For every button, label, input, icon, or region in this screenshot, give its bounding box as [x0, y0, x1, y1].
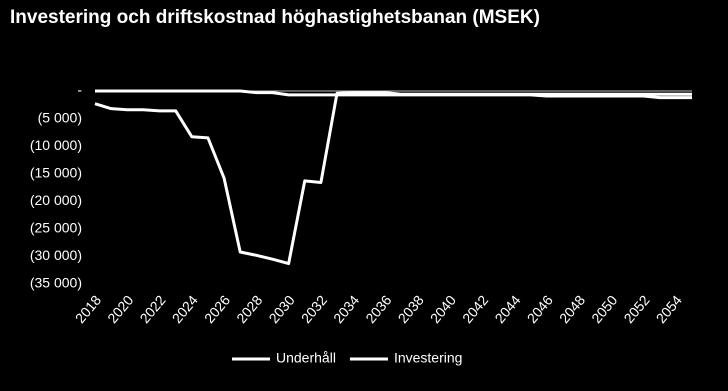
- x-tick-label: 2032: [298, 292, 330, 326]
- x-tick-label: 2026: [201, 292, 233, 326]
- x-tick-label: 2044: [491, 292, 523, 326]
- y-tick-label: (10 000): [30, 137, 82, 153]
- legend-label: Underhåll: [276, 350, 336, 366]
- x-tick-label: 2036: [362, 292, 394, 326]
- x-tick-label: 2054: [653, 292, 685, 326]
- x-tick-label: 2028: [233, 292, 265, 326]
- y-tick-label: (30 000): [30, 247, 82, 263]
- y-tick-label: (25 000): [30, 220, 82, 236]
- x-tick-label: 2024: [169, 292, 201, 326]
- y-tick-label: (35 000): [30, 275, 82, 291]
- x-tick-label: 2022: [136, 292, 168, 326]
- series-line: [94, 91, 692, 266]
- y-tick-label: (15 000): [30, 164, 82, 180]
- x-tick-label: 2018: [72, 292, 104, 326]
- x-tick-label: 2050: [588, 292, 620, 326]
- chart-title: Investering och driftskostnad höghastigh…: [10, 7, 540, 28]
- x-tick-label: 2040: [427, 292, 459, 326]
- x-tick-label: 2042: [459, 292, 491, 326]
- x-tick-label: 2048: [556, 292, 588, 326]
- y-tick-label: -: [77, 82, 82, 98]
- legend-label: Investering: [394, 350, 462, 366]
- x-tick-label: 2034: [330, 292, 362, 326]
- x-tick-label: 2038: [395, 292, 427, 326]
- y-tick-label: (20 000): [30, 192, 82, 208]
- x-tick-label: 2030: [265, 292, 297, 326]
- y-tick-label: (5 000): [38, 109, 82, 125]
- x-tick-label: 2052: [620, 292, 652, 326]
- x-tick-label: 2020: [104, 292, 136, 326]
- x-tick-label: 2046: [524, 292, 556, 326]
